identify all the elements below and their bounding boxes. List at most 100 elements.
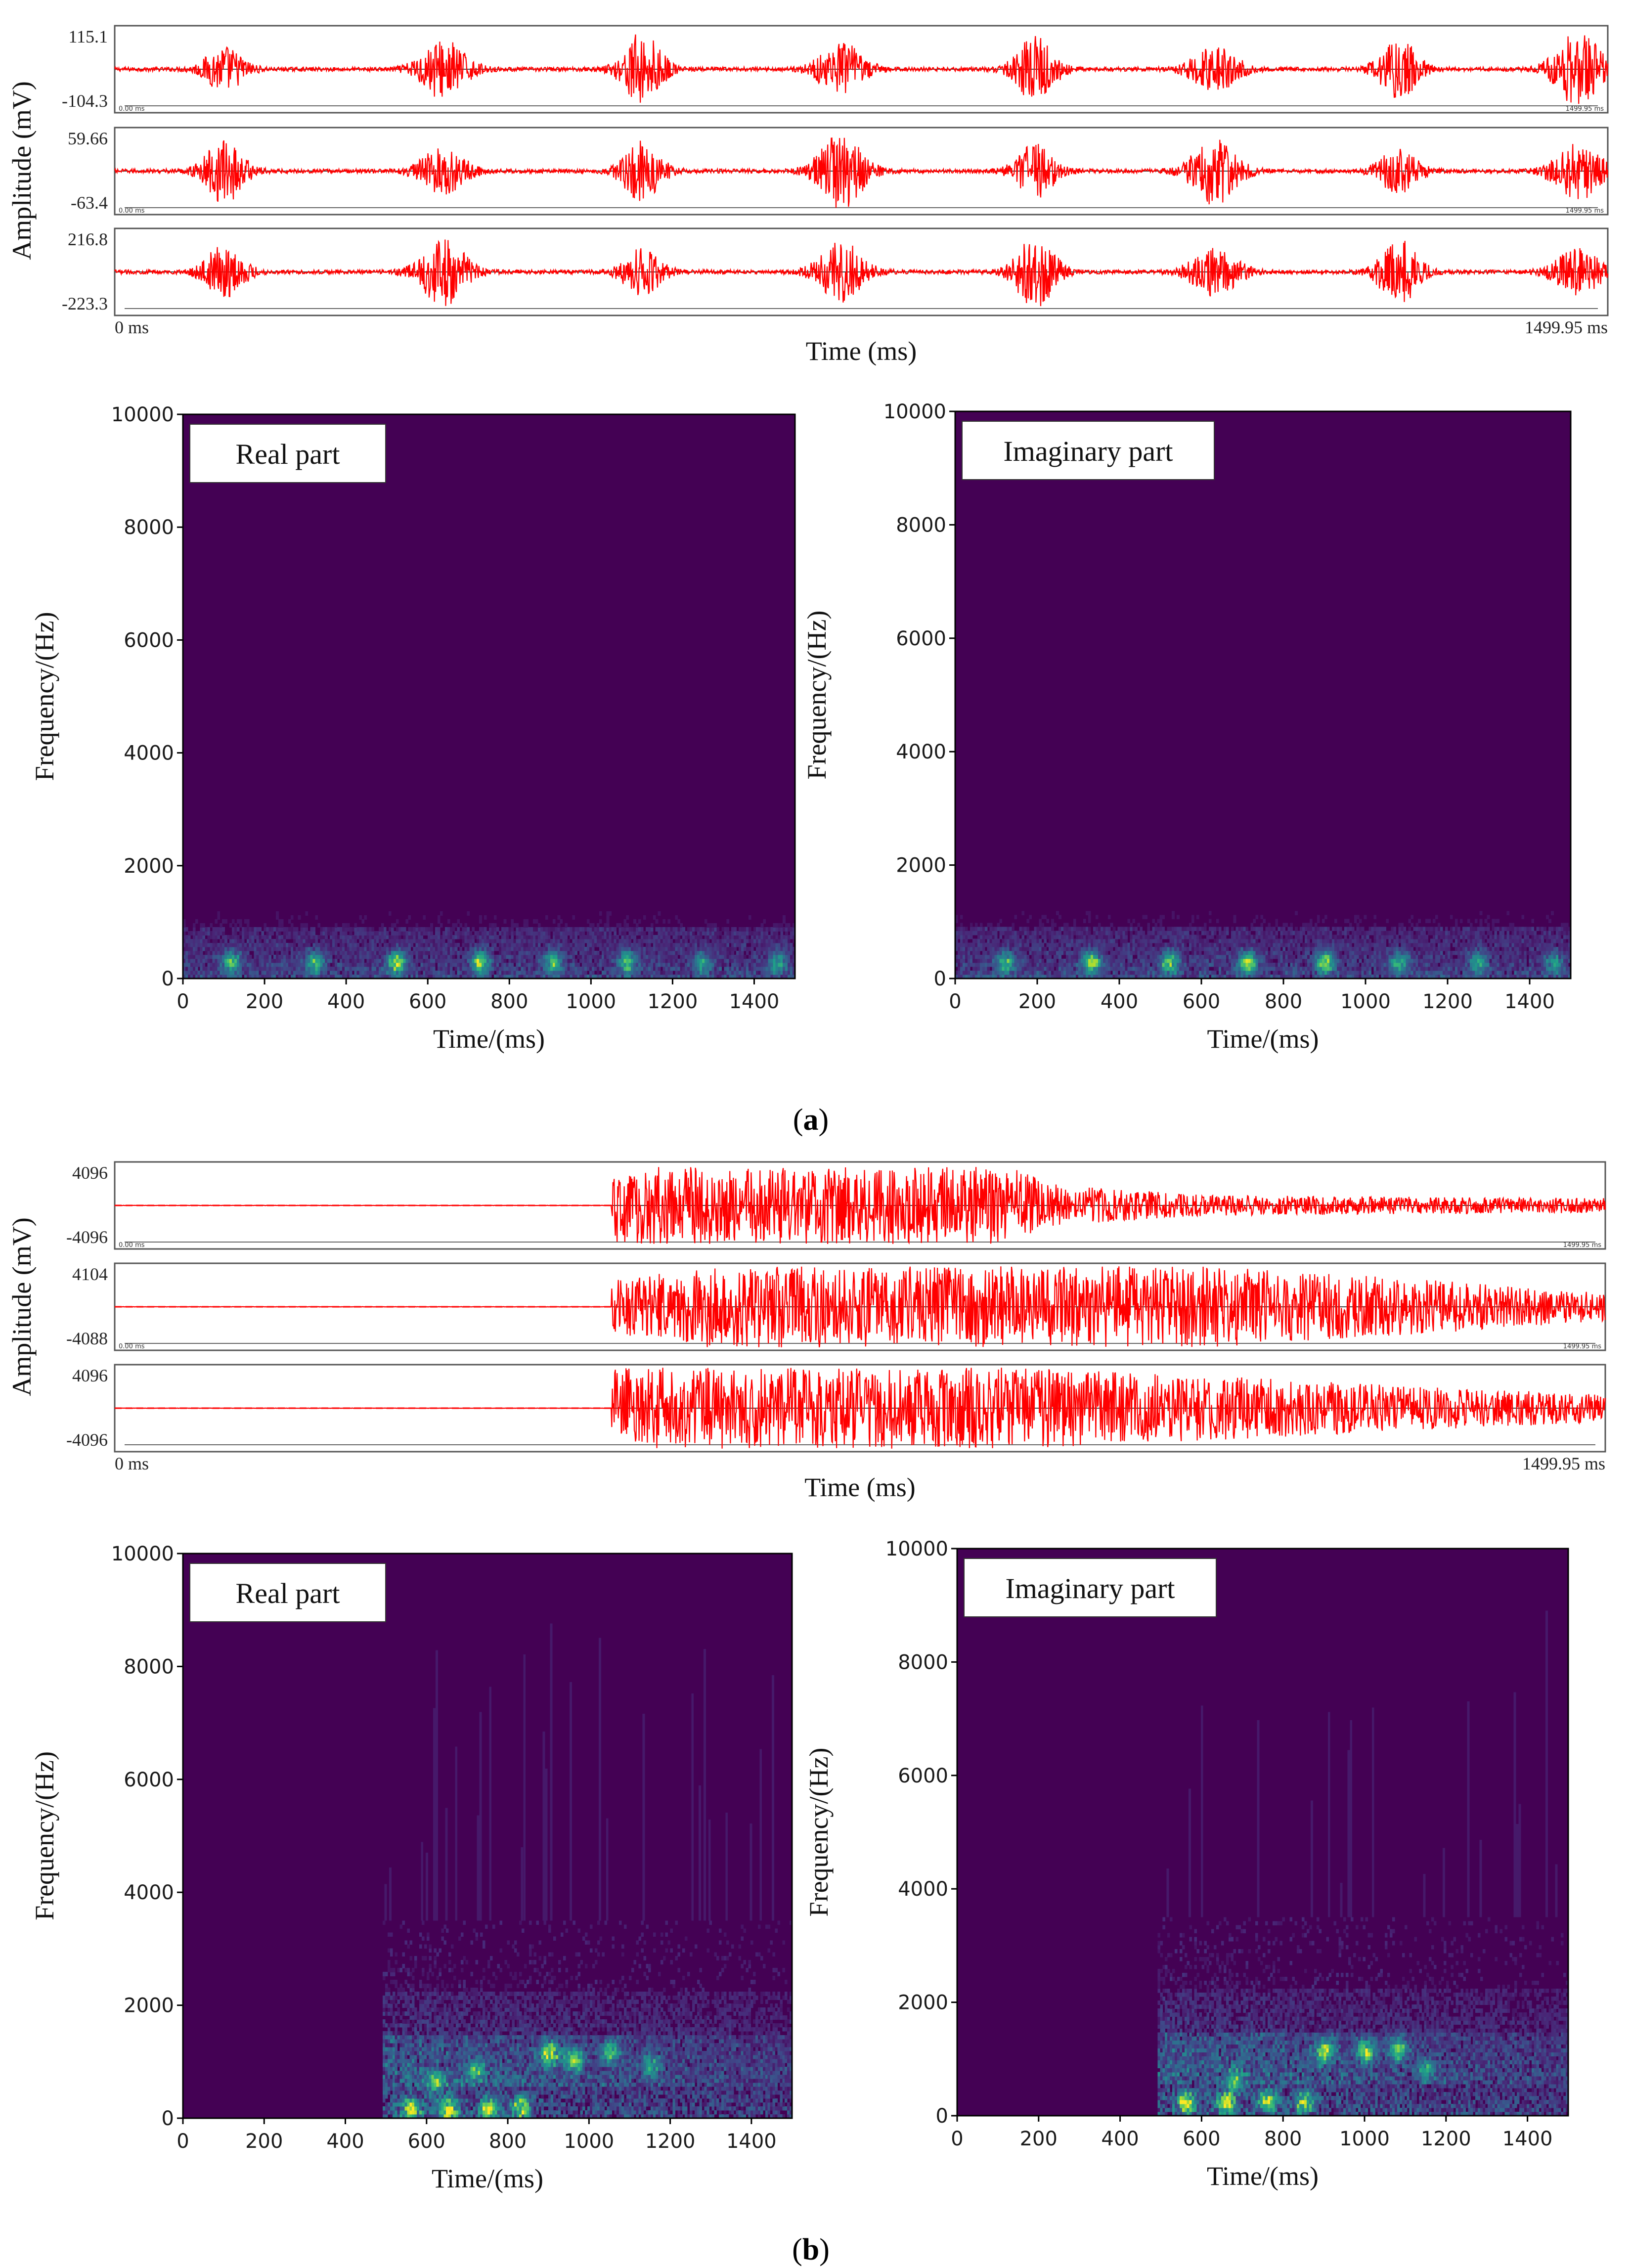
spectrogram-cell [391,963,394,967]
spectrogram-cell [1137,942,1141,947]
spectrogram-cell [690,939,693,943]
spectrogram-cell [305,959,309,963]
spectrogram-cell [760,955,764,959]
spectrogram-cell [511,955,514,959]
spectrogram-cell [1152,919,1155,924]
spectrogram-cell [744,967,747,971]
spectrogram-cell [994,931,998,935]
spectrogram-cell [352,951,355,955]
spectrogram-cell [1002,946,1005,951]
spectrogram-cell [1016,970,1020,975]
spectrogram-cell [227,967,230,971]
spectrogram-cell [1088,966,1091,971]
spectrogram-cell [1081,950,1084,955]
spectrogram-cell [770,967,774,971]
spectrogram-cell [1071,958,1074,963]
spectrogram-cell [584,939,587,943]
spectrogram-cell [970,962,973,967]
spectrogram-cell [594,975,597,979]
spectrogram-cell [283,939,286,943]
spectrogram-cell [1243,938,1246,943]
spectrogram-cell [783,971,786,975]
spectrogram-cell [1105,975,1108,979]
spectrogram-cell [560,955,563,959]
spectrogram-cell [960,927,963,932]
spectrogram-cell [398,943,401,947]
spectrogram-cell [293,927,296,932]
spectrogram-cell [462,967,465,971]
spectrogram-cell [276,947,279,951]
spectrogram-cell [1162,950,1165,955]
spectrogram-cell [366,947,369,951]
spectrogram-cell [249,931,252,935]
spectrogram-cell [1213,927,1217,932]
spectrogram-cell [584,959,587,963]
spectrogram-cell [984,970,988,975]
spectrogram-cell [1184,946,1187,951]
spectrogram-cell [1102,975,1106,979]
spectrogram-cell [1049,950,1052,955]
spectrogram-cell [530,947,533,951]
spectrogram-cell [1051,927,1054,932]
spectrogram-cell [342,975,345,979]
spectrogram-cell [347,935,350,939]
spectrogram-cell [1172,911,1175,916]
spectrogram-cell [658,975,661,979]
spectrogram-cell [633,963,636,967]
spectrogram-cell [596,975,600,979]
spectrogram-cell [731,967,734,971]
spectrogram-cell [268,963,271,967]
spectrogram-cell [1282,923,1285,928]
spectrogram-cell [1159,942,1162,947]
spectrogram-cell [484,959,487,963]
spectrogram-cell [200,967,203,971]
spectrogram-cell [1275,962,1278,967]
spectrogram-cell [609,935,612,939]
spectrogram-cell [183,963,186,967]
spectrogram-cell [420,959,423,963]
spectrogram-cell [560,967,563,971]
spectrogram-cell [979,954,983,959]
spectrogram-cell [1253,938,1256,943]
spectrogram-cell [658,935,661,939]
spectrogram-cell [1049,975,1052,979]
spectrogram-cell [408,951,411,955]
spectrogram-cell [562,943,566,947]
spectrogram-cell [987,938,990,943]
spectrogram-cell [1024,938,1027,943]
spectrogram-cell [1051,934,1054,939]
spectrogram-cell [482,927,485,932]
spectrogram-cell [1110,966,1113,971]
spectrogram-cell [1265,975,1269,979]
spectrogram-cell [535,971,538,975]
spectrogram-cell [503,935,507,939]
spectrogram-cell [965,954,968,959]
spectrogram-cell [315,915,318,920]
spectrogram-cell [687,931,690,935]
spectrogram-cell [310,947,313,951]
spectrogram-cell [677,971,680,975]
spectrogram-cell [506,939,509,943]
spectrogram-cell [493,947,497,951]
spectrogram-cell [508,967,512,971]
spectrogram-cell [1278,958,1280,963]
spectrogram-cell [376,935,379,939]
spectrogram-cell [1100,946,1103,951]
spectrogram-cell [413,927,416,932]
spectrogram-cell [601,959,605,963]
spectrogram-cell [1088,931,1091,935]
spectrogram-cell [574,947,577,951]
spectrogram-cell [744,939,747,943]
spectrogram-cell [278,975,281,979]
spectrogram-cell [601,927,605,932]
spectrogram-cell [677,931,680,935]
spectrogram-cell [516,927,519,932]
spectrogram-cell [724,967,727,971]
spectrogram-cell [645,971,649,975]
spectrogram-cell [462,927,465,932]
spectrogram-cell [692,975,695,979]
spectrogram-cell [1061,950,1064,955]
spectrogram-cell [584,955,587,959]
spectrogram-cell [1083,954,1086,959]
spectrogram-cell [788,939,791,943]
